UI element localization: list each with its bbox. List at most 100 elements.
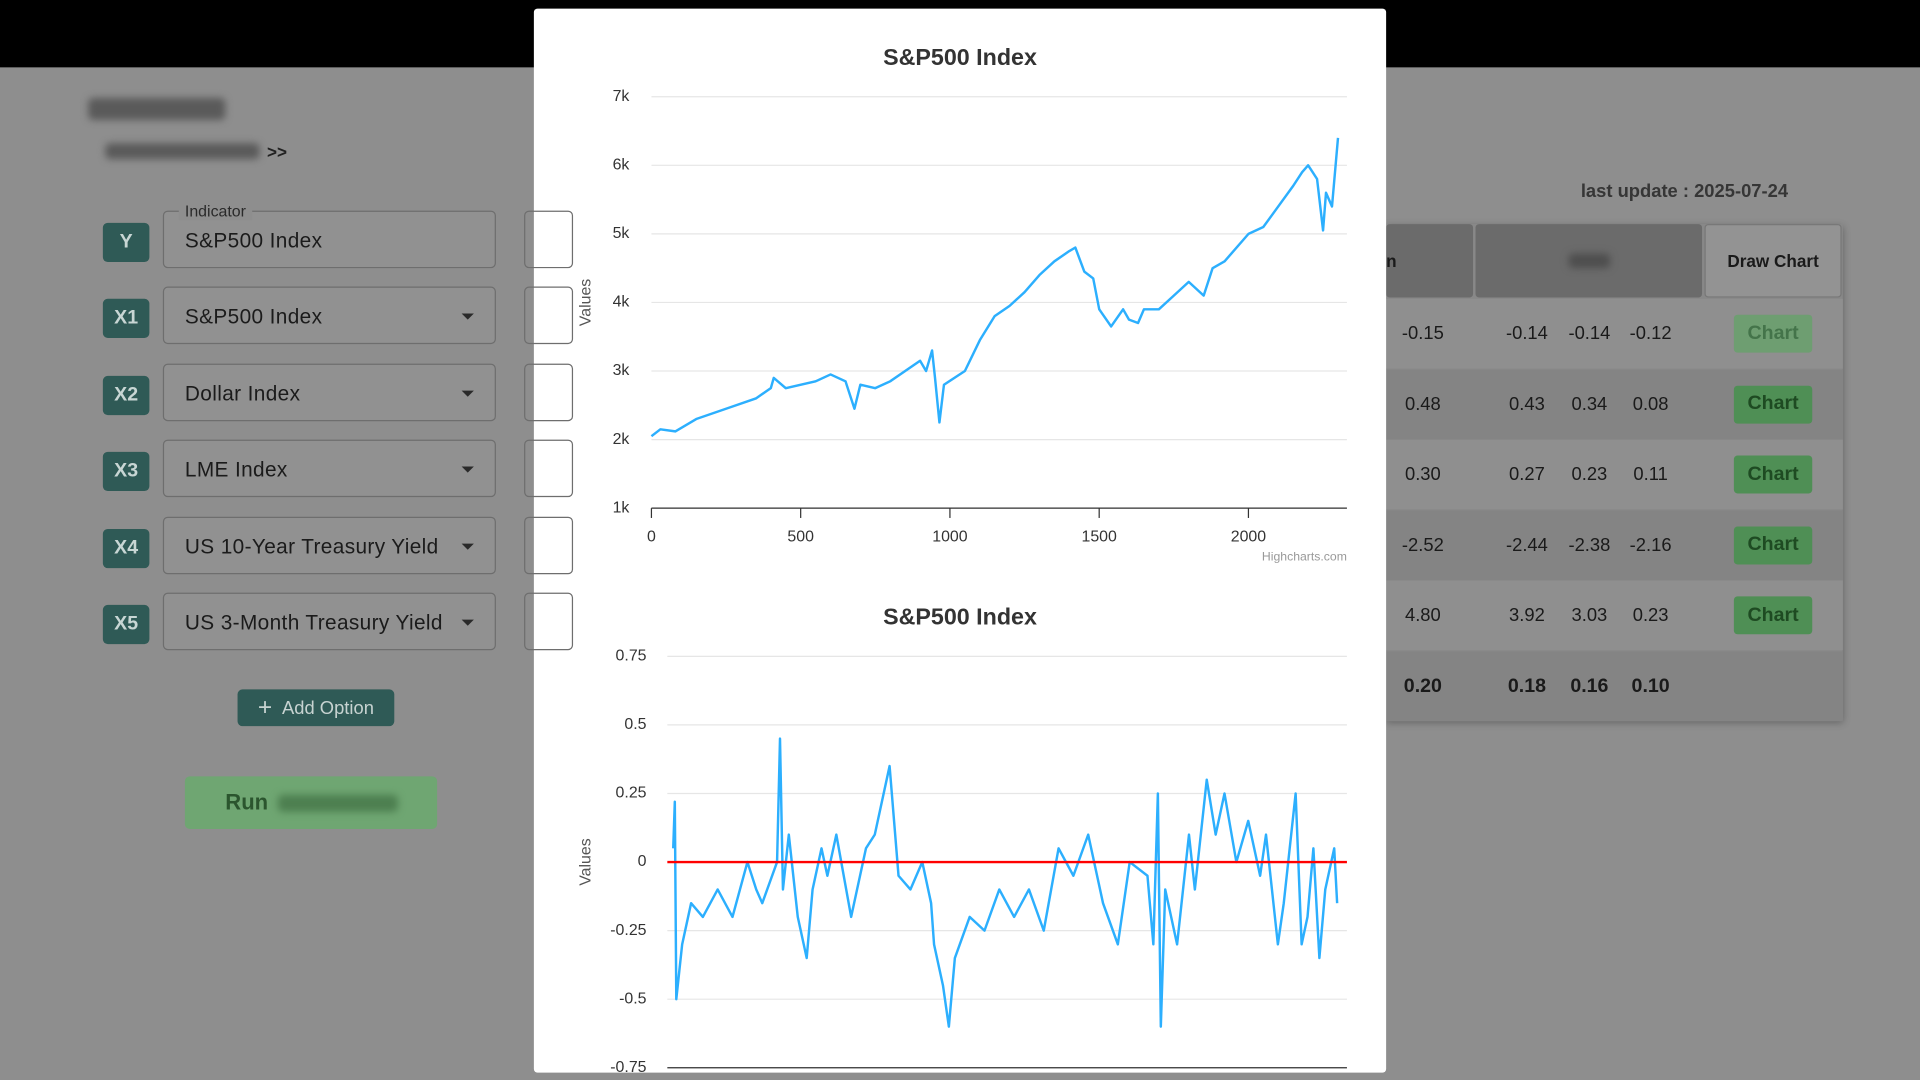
second-field — [524, 286, 574, 345]
cell-value: 3.03 — [1571, 604, 1608, 626]
select-field[interactable]: S&P500 Index — [162, 286, 496, 345]
cell-value: 0.34 — [1571, 393, 1608, 415]
x-tick-label: 0 — [647, 529, 656, 546]
second-field — [524, 516, 574, 575]
table-row: -2.52 -2.44 -2.38 -2.16 Chart — [1386, 510, 1843, 580]
chart-button[interactable]: Chart — [1733, 525, 1813, 564]
select-field[interactable]: US 3-Month Treasury Yield — [162, 592, 496, 651]
cell-value: 0.27 — [1509, 464, 1545, 485]
y-tick-label: 1k — [613, 499, 630, 516]
y-tick-label: 4k — [613, 294, 630, 311]
table-row: 0.30 0.27 0.23 0.11 Chart — [1386, 439, 1843, 510]
cell-value: -0.15 — [1401, 323, 1444, 345]
series-line — [672, 737, 1339, 1028]
select-field[interactable]: Dollar Index — [162, 363, 496, 422]
table-row: 4.80 3.92 3.03 0.23 Chart — [1386, 580, 1843, 651]
y-tick-label: 0.25 — [616, 785, 647, 802]
cell-value: 0.43 — [1509, 393, 1545, 415]
cell-value: 0.30 — [1404, 464, 1441, 485]
cell-value: 0.23 — [1632, 604, 1669, 626]
header-cell: n — [1386, 224, 1474, 298]
total-value: 0.18 — [1507, 675, 1547, 697]
total-row: 0.20 0.18 0.16 0.10 — [1386, 650, 1843, 721]
select-field[interactable]: LME Index — [162, 439, 496, 498]
field-value: S&P500 Index — [184, 228, 323, 253]
y-tick-label: -0.25 — [610, 922, 646, 939]
cell-value: 0.11 — [1633, 464, 1668, 485]
select-field[interactable]: US 10-Year Treasury Yield — [162, 516, 496, 575]
y-tick-label: 0.5 — [624, 716, 646, 733]
breadcrumb-arrow: >> — [266, 142, 287, 162]
last-update: last update : 2025-07-24 — [1580, 181, 1789, 203]
results-table: n Draw Chart -0.15 -0.14 -0.14 -0.12 Chart 0.… — [1386, 224, 1843, 721]
x-tick-label: 2000 — [1231, 529, 1267, 546]
second-field — [524, 592, 574, 651]
cell-value: 4.80 — [1404, 604, 1441, 626]
badge: X5 — [102, 604, 150, 645]
plus-icon: + — [257, 694, 273, 722]
cell-value: 3.92 — [1509, 604, 1545, 626]
field-value: S&P500 Index — [184, 304, 323, 329]
cell-value: 0.23 — [1571, 464, 1608, 485]
total-value: 0.10 — [1631, 675, 1670, 697]
chart-button[interactable]: Chart — [1733, 385, 1813, 424]
badge: X4 — [102, 528, 150, 569]
y-tick-label: -0.5 — [619, 990, 647, 1007]
badge: Y — [102, 222, 150, 263]
y-axis-label: Values — [578, 279, 595, 327]
second-field — [524, 439, 574, 498]
chart-button[interactable]: Chart — [1733, 314, 1813, 353]
charts: S&P500 Index Values 1k 2k 3k 4k 5k 6k 7k 0 500 1000… — [578, 44, 1347, 1073]
field-value: Dollar Index — [184, 382, 301, 406]
cell-value: -2.52 — [1401, 534, 1444, 556]
table-row: -0.15 -0.14 -0.14 -0.12 Chart — [1386, 298, 1843, 369]
field-label: Indicator — [178, 202, 253, 221]
select-field[interactable]: S&P500 Index Indicator — [162, 202, 496, 269]
x-tick-label: 1500 — [1081, 529, 1117, 546]
run-label: Run — [225, 789, 269, 815]
total-value: 0.16 — [1570, 675, 1609, 697]
credit: Highcharts.com — [1262, 549, 1347, 563]
cell-value: -2.38 — [1568, 534, 1611, 556]
chart-title: S&P500 Index — [883, 44, 1037, 70]
dropdown-arrow — [461, 619, 474, 626]
cell-value: -0.14 — [1568, 323, 1611, 345]
badge: X2 — [102, 375, 150, 416]
run-button[interactable]: Run — [184, 776, 438, 829]
x-tick-label: 1000 — [932, 529, 968, 546]
dropdown-arrow — [461, 390, 474, 397]
field-value: LME Index — [184, 457, 288, 482]
chart-title: S&P500 Index — [883, 604, 1037, 630]
dropdown-arrow — [461, 466, 474, 473]
blurred-breadcrumb — [105, 143, 260, 160]
blurred-run-text — [277, 794, 398, 812]
badge: X1 — [102, 298, 150, 338]
badge: X3 — [102, 451, 150, 492]
add-option-button[interactable]: + Add Option — [237, 689, 395, 727]
dropdown-arrow — [461, 313, 474, 320]
y-tick-label: 5k — [613, 225, 630, 242]
cell-value: 0.08 — [1632, 393, 1669, 415]
y-tick-label: 6k — [613, 157, 630, 174]
field-value: US 3-Month Treasury Yield — [184, 611, 443, 635]
add-option-label: Add Option — [282, 697, 374, 719]
cell-value: 0.48 — [1404, 393, 1441, 415]
dropdown-arrow — [461, 543, 474, 550]
header-cell — [1475, 224, 1703, 298]
field-value: US 10-Year Treasury Yield — [184, 535, 439, 559]
table-row: 0.48 0.43 0.34 0.08 Chart — [1386, 369, 1843, 439]
y-tick-label: 0 — [638, 853, 647, 870]
y-tick-label: 7k — [613, 88, 630, 105]
chart-modal: S&P500 Index Values 1k 2k 3k 4k 5k 6k 7k 0 500 1000… — [533, 8, 1387, 1073]
y-tick-label: 0.75 — [616, 648, 647, 665]
second-field — [524, 210, 574, 269]
header-partial: n — [1386, 251, 1397, 271]
chart-button[interactable]: Chart — [1733, 455, 1813, 494]
chart-button[interactable]: Chart — [1733, 596, 1813, 635]
y-axis-label: Values — [578, 838, 595, 886]
series-line — [650, 137, 1340, 438]
y-tick-label: 3k — [613, 362, 630, 379]
blurred-title — [88, 97, 226, 121]
